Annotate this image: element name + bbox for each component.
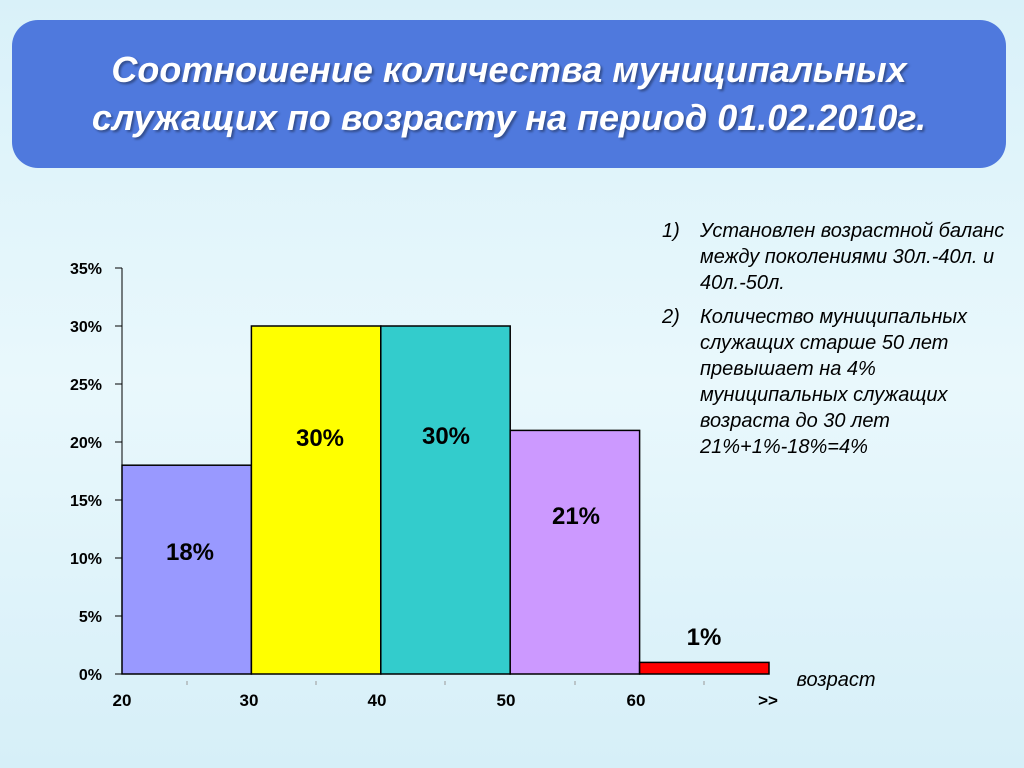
note-item: 2) Количество муниципальных служащих ста… (662, 304, 1012, 460)
data-label: 21% (552, 503, 600, 530)
note-item: 1) Установлен возрастной баланс между по… (662, 218, 1012, 296)
y-tick-label: 30% (70, 319, 102, 336)
note-text: Установлен возрастной баланс между покол… (700, 220, 1005, 294)
data-label: 30% (422, 423, 470, 450)
x-tick-label: >> (758, 691, 778, 710)
y-tick-label: 10% (70, 551, 102, 568)
notes-list: 1) Установлен возрастной баланс между по… (662, 218, 1012, 468)
y-tick-label: 15% (70, 493, 102, 510)
x-tick-label: 30 (240, 691, 259, 710)
data-label: 1% (687, 624, 722, 651)
note-number: 1) (662, 220, 680, 242)
title-banner: Соотношение количества муниципальных слу… (12, 20, 1006, 168)
slide-title: Соотношение количества муниципальных слу… (91, 49, 927, 138)
y-tick-label: 25% (70, 377, 102, 394)
data-label: 18% (166, 539, 214, 566)
bar (638, 661, 770, 675)
y-tick-label: 35% (70, 261, 102, 278)
y-tick-label: 20% (70, 435, 102, 452)
x-tick-label: 50 (497, 691, 516, 710)
bar (509, 429, 641, 675)
x-tick-label: 20 (113, 691, 132, 710)
note-number: 2) (662, 306, 680, 328)
data-label: 30% (296, 425, 344, 452)
y-tick-label: 5% (79, 609, 102, 626)
bar (250, 325, 382, 675)
y-tick-label: 0% (79, 667, 102, 684)
bar (380, 325, 511, 675)
x-tick-label: 60 (627, 691, 646, 710)
x-tick-label: 40 (368, 691, 387, 710)
note-text: Количество муниципальных служащих старше… (700, 306, 968, 458)
x-axis-title: возраст (796, 669, 875, 691)
bar (121, 464, 253, 675)
